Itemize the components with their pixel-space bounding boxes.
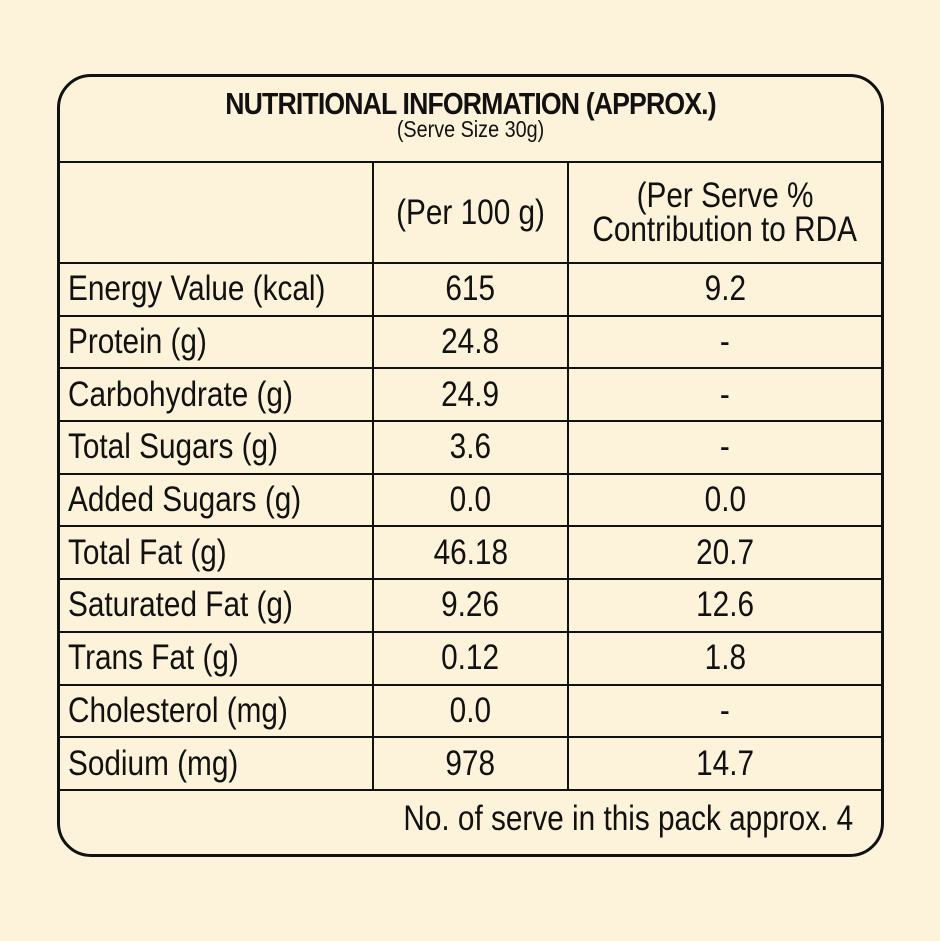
panel-title: NUTRITIONAL INFORMATION (APPROX.) — [225, 86, 716, 121]
value-per-100g: 3.6 — [372, 420, 569, 475]
header-per-100g: (Per 100 g) — [372, 163, 569, 264]
table-row: Total Sugars (g) 3.6 - — [60, 420, 881, 475]
nutrition-table: (Per 100 g) (Per Serve % Contribution to… — [60, 163, 881, 791]
value-per-serve-rda: 0.0 — [567, 472, 881, 528]
value-per-100g: 0.0 — [372, 683, 569, 739]
header-nutrient — [60, 163, 374, 264]
table-row: Cholesterol (mg) 0.0 - — [60, 683, 881, 739]
nutrient-name: Total Sugars (g) — [60, 420, 374, 475]
header-per-serve-line1: (Per Serve % — [636, 175, 814, 215]
table-row: Trans Fat (g) 0.12 1.8 — [60, 630, 881, 686]
value-per-serve-rda: - — [567, 683, 881, 739]
value-per-100g: 0.0 — [372, 472, 569, 528]
nutrient-name: Saturated Fat (g) — [60, 578, 374, 633]
nutrient-name: Added Sugars (g) — [60, 472, 374, 528]
value-per-100g: 978 — [372, 736, 569, 791]
value-per-serve-rda: 12.6 — [567, 578, 881, 633]
value-per-serve-rda: - — [567, 314, 881, 370]
value-per-serve-rda: 14.7 — [567, 736, 881, 791]
table-row: Sodium (mg) 978 14.7 — [60, 736, 881, 791]
value-per-100g: 615 — [372, 262, 569, 317]
nutrient-name: Sodium (mg) — [60, 736, 374, 791]
header-per-serve-rda: (Per Serve % Contribution to RDA — [567, 163, 881, 264]
value-per-serve-rda: 20.7 — [567, 525, 881, 581]
value-per-100g: 46.18 — [372, 525, 569, 581]
value-per-100g: 24.8 — [372, 314, 569, 370]
table-row: Energy Value (kcal) 615 9.2 — [60, 262, 881, 317]
nutrient-name: Trans Fat (g) — [60, 630, 374, 686]
table-row: Carbohydrate (g) 24.9 - — [60, 367, 881, 423]
serve-size-subtitle: (Serve Size 30g) — [396, 116, 545, 142]
table-row: Protein (g) 24.8 - — [60, 314, 881, 370]
nutrient-name: Carbohydrate (g) — [60, 367, 374, 423]
table-row: Added Sugars (g) 0.0 0.0 — [60, 472, 881, 528]
nutrient-name: Total Fat (g) — [60, 525, 374, 581]
nutrient-name: Energy Value (kcal) — [60, 262, 374, 317]
value-per-serve-rda: - — [567, 420, 881, 475]
value-per-serve-rda: - — [567, 367, 881, 423]
value-per-100g: 9.26 — [372, 578, 569, 633]
table-header-row: (Per 100 g) (Per Serve % Contribution to… — [60, 163, 881, 264]
nutrient-name: Protein (g) — [60, 314, 374, 370]
header-per-serve-line2: Contribution to RDA — [592, 209, 858, 249]
value-per-serve-rda: 9.2 — [567, 262, 881, 317]
title-area: NUTRITIONAL INFORMATION (APPROX.) (Serve… — [60, 77, 881, 163]
table-row: Saturated Fat (g) 9.26 12.6 — [60, 578, 881, 633]
serves-per-pack-note: No. of serve in this pack approx. 4 — [403, 798, 853, 838]
nutrient-name: Cholesterol (mg) — [60, 683, 374, 739]
value-per-100g: 24.9 — [372, 367, 569, 423]
value-per-serve-rda: 1.8 — [567, 630, 881, 686]
table-row: Total Fat (g) 46.18 20.7 — [60, 525, 881, 581]
value-per-100g: 0.12 — [372, 630, 569, 686]
nutrition-facts-panel: NUTRITIONAL INFORMATION (APPROX.) (Serve… — [57, 74, 884, 857]
